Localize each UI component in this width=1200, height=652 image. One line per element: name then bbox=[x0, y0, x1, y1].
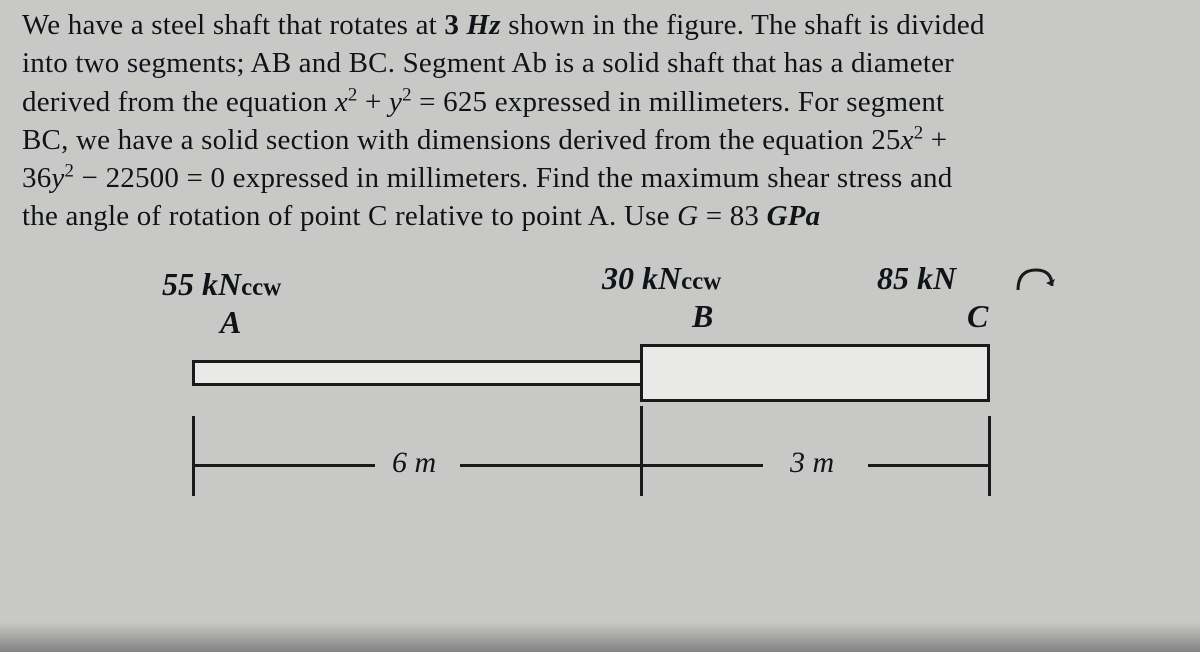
segment-bc bbox=[640, 344, 990, 402]
load-b-label: 30 kNccw bbox=[602, 260, 721, 297]
dim-tick-c bbox=[988, 416, 991, 496]
text: + bbox=[923, 124, 947, 156]
segment-ab bbox=[192, 360, 642, 386]
eq2-b: 36 bbox=[22, 162, 51, 194]
dim-tick-b bbox=[640, 406, 643, 496]
point-b-label: B bbox=[692, 298, 713, 335]
sup2: 2 bbox=[914, 122, 924, 143]
eq1-rhs: = 625 bbox=[412, 86, 488, 118]
text: expressed in millimeters. Find the maxim… bbox=[225, 162, 952, 194]
sup2: 2 bbox=[348, 84, 358, 105]
sup2: 2 bbox=[402, 84, 412, 105]
problem-statement: We have a steel shaft that rotates at 3 … bbox=[22, 6, 1190, 236]
G-unit: GPa bbox=[767, 200, 821, 232]
text: expressed in millimeters. For segment bbox=[487, 86, 944, 118]
text: into two segments; AB and BC. Segment Ab… bbox=[22, 47, 954, 79]
text: + bbox=[358, 86, 389, 118]
load-c-label: 85 kN bbox=[877, 260, 956, 297]
dim-line bbox=[643, 464, 763, 467]
load-a-label: 55 kNccw bbox=[162, 266, 281, 303]
eq2-rest: − 22500 = 0 bbox=[74, 162, 225, 194]
eq2-a: 25 bbox=[871, 124, 900, 156]
length-ab-label: 6 m bbox=[392, 446, 436, 480]
G-eq: = 83 bbox=[698, 200, 766, 232]
point-a-label: A bbox=[220, 304, 241, 341]
text: derived from the equation bbox=[22, 86, 335, 118]
eq1-y: y bbox=[389, 86, 402, 118]
point-c-label: C bbox=[967, 298, 988, 335]
eq2-x: x bbox=[901, 124, 914, 156]
text: the angle of rotation of point C relativ… bbox=[22, 200, 677, 232]
dim-line bbox=[195, 464, 375, 467]
dim-tick-a bbox=[192, 416, 195, 496]
vignette bbox=[0, 622, 1200, 652]
G-var: G bbox=[677, 200, 698, 232]
eq2-y: y bbox=[51, 162, 64, 194]
dim-line bbox=[868, 464, 988, 467]
length-bc-label: 3 m bbox=[790, 446, 834, 480]
text: shown in the figure. The shaft is divide… bbox=[501, 9, 985, 41]
text: BC, we have a solid section with dimensi… bbox=[22, 124, 871, 156]
freq-value: 3 bbox=[444, 9, 459, 41]
text: We have a steel shaft that rotates at bbox=[22, 9, 444, 41]
sup2: 2 bbox=[64, 160, 74, 181]
torque-arrow-icon bbox=[1012, 262, 1058, 302]
freq-unit: Hz bbox=[467, 9, 501, 41]
dim-line bbox=[460, 464, 640, 467]
eq1-x: x bbox=[335, 86, 348, 118]
shaft-figure: 55 kNccw A 30 kNccw B 85 kN C 6 m 3 m bbox=[22, 266, 1190, 586]
